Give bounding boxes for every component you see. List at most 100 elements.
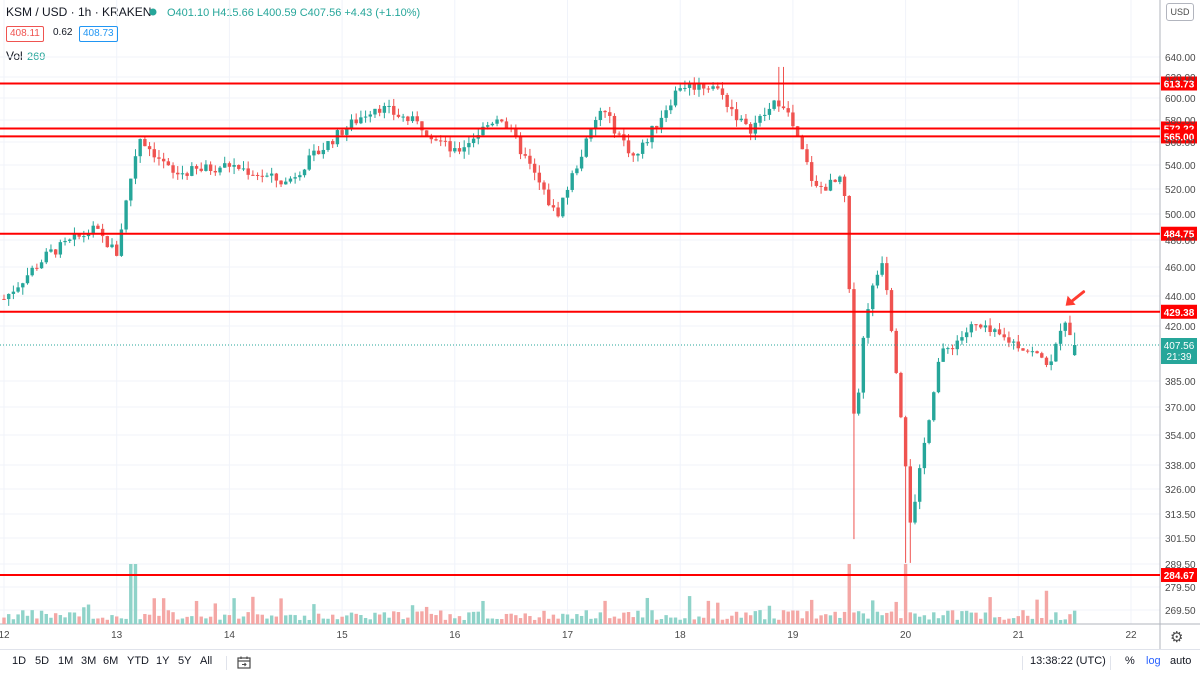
timeframe-3m[interactable]: 3M [81,655,97,667]
volume-bar [777,619,781,624]
candle-body [368,114,372,117]
candle-body [420,121,424,131]
time-axis[interactable]: 12 13 14 15 16 17 18 19 20 21 22 [0,630,1137,641]
volume-bar [636,610,640,624]
volume-bar [251,596,255,624]
volume-bar [875,611,880,624]
countdown-label: 21:39 [1166,352,1191,363]
candle-body [133,156,138,179]
volume-bar [82,607,86,624]
candle-body [410,116,415,122]
time-tick-label: 19 [787,630,799,641]
candle-body [669,105,673,111]
ask-box[interactable]: 408.73 [79,26,118,42]
volume-bar [1007,618,1011,624]
timeframe-1d[interactable]: 1D [12,655,27,667]
candle-body [246,168,250,175]
volume-bar [406,617,410,624]
timeframe-6m[interactable]: 6M [103,655,119,667]
candle-body [129,178,133,201]
candle-body [377,108,382,113]
candle-body [35,267,39,269]
candle-body [147,146,152,150]
candle-body [673,90,678,106]
volume-bar [100,617,105,624]
candle-body [2,298,6,300]
volume-bar [908,612,912,624]
current-price-label: 407.56 [1164,341,1195,352]
volume-bar [697,616,701,624]
candle-body [345,128,349,135]
level-price-tag [1161,568,1197,583]
candle-body [218,167,222,173]
candle-body [988,325,992,332]
timeframe-5y[interactable]: 5Y [178,655,192,667]
candle-body [608,112,612,116]
auto-toggle[interactable]: auto [1170,655,1192,667]
volume-bar [575,614,579,624]
candle-body [260,175,264,177]
percent-toggle[interactable]: % [1125,655,1135,667]
utc-clock[interactable]: 13:38:22 (UTC) [1030,655,1106,667]
candle-body [171,165,175,173]
volume-bar [115,616,119,624]
candle-body [575,168,579,174]
volume-bar [640,617,645,624]
volume-bar [335,619,340,624]
level-price-label: 429.38 [1164,308,1195,319]
timeframe-1y[interactable]: 1Y [156,655,170,667]
candle-body [448,141,452,152]
volume-bar [678,619,682,624]
volume-bar [946,610,950,624]
bid-box[interactable]: 408.11 [6,26,44,42]
volume-bar [579,615,584,624]
candle-body [716,86,720,89]
candle-body [730,106,734,110]
candle-body [734,109,739,121]
volume-bar [302,615,307,624]
price-chart[interactable]: KSM / USD · 1h · KRAKEN O401.10 H415.66 … [0,0,1200,649]
candle-body [983,325,988,328]
log-toggle[interactable]: log [1146,655,1161,667]
candle-body [39,262,44,269]
volume-bar [152,598,156,624]
volume-bar [241,616,246,624]
volume-bar [936,618,941,624]
ohlc-readout: O401.10 H415.66 L400.59 C407.56 +4.43 (+… [167,7,420,19]
volume-bar [490,618,495,624]
volume-bar [758,610,762,624]
volume-bar [129,564,133,624]
candle-body [1058,330,1063,344]
volume-bar [35,618,39,624]
timeframe-ytd[interactable]: YTD [127,655,149,667]
candle-body [833,179,837,182]
timeframe-1m[interactable]: 1M [58,655,74,667]
gear-icon[interactable]: ⚙ [1170,629,1184,646]
candle-body [814,180,819,186]
candle-body [293,177,297,179]
volume-bar [284,615,288,624]
candle-body [777,100,781,107]
time-tick-label: 18 [675,630,687,641]
candle-body [223,163,227,168]
volume-bar [96,618,100,624]
volume-bar [218,619,222,624]
volume-bar [927,619,931,624]
timeframe-all[interactable]: All [200,655,213,667]
volume-bar [871,600,875,624]
volume-bar [739,617,743,624]
level-price-label: 284.67 [1164,571,1195,582]
currency-button[interactable]: USD [1166,3,1194,21]
candle-body [561,197,565,217]
candle-body [964,332,969,338]
candle-body [415,116,419,122]
calendar-range-icon[interactable] [237,656,251,670]
candle-body [528,155,532,164]
level-price-label: 484.75 [1164,230,1195,241]
candle-body [767,108,772,115]
timeframe-5d[interactable]: 5D [35,655,50,667]
candle-body [30,267,34,276]
price-axis[interactable]: 640.00 620.00 600.00 580.00 560.00 540.00 520.… [1165,53,1196,617]
volume-bar [1025,615,1030,624]
